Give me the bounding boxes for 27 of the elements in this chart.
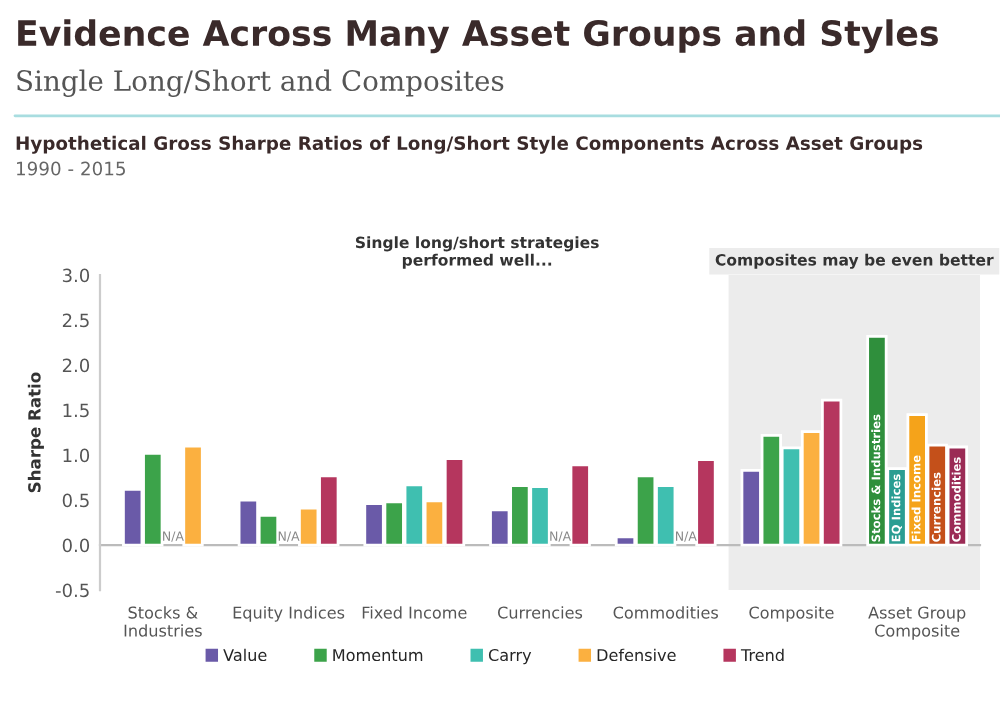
y-tick-label: 1.5 — [63, 403, 89, 418]
legend-label: Value — [223, 648, 267, 662]
x-tick-label: Equity Indices — [233, 606, 345, 622]
bar — [695, 458, 717, 547]
bar — [569, 463, 591, 547]
y-tick-label: -0.5 — [55, 583, 89, 598]
legend-label: Trend — [740, 648, 784, 662]
y-tick-label: 2.0 — [62, 358, 90, 373]
y-tick-label: 1.0 — [63, 448, 90, 463]
y-tick-label: 0.0 — [62, 538, 90, 553]
y-tick-label: 3.0 — [62, 268, 90, 283]
x-tick-label: Commodities — [613, 606, 718, 619]
x-tick-label: Composite — [749, 606, 834, 622]
text: Hypothetical Gross Sharpe Ratios of Long/Short Style Components Across Asset Groups — [16, 135, 923, 154]
chart-subtitle: Single Long/Short and Composites — [17, 69, 504, 97]
x-tick-label: Stocks & Industries — [124, 606, 202, 637]
legend-label: Momentum — [333, 649, 423, 662]
legend-label: Carry — [488, 648, 532, 665]
y-axis-title: Sharpe Ratio — [27, 372, 44, 493]
x-tick-label: Asset Group Composite — [868, 606, 966, 640]
x-tick-label: Fixed Income — [362, 606, 467, 619]
chart-title: Evidence Across Many Asset Groups and Styles — [18, 19, 938, 54]
y-tick-label: 2.5 — [62, 313, 89, 328]
x-tick-label: Currencies — [497, 606, 583, 619]
legend-label: Defensive — [597, 648, 676, 662]
text: 1990 - 2015 — [17, 161, 125, 176]
y-tick-label: 0.5 — [62, 493, 89, 508]
